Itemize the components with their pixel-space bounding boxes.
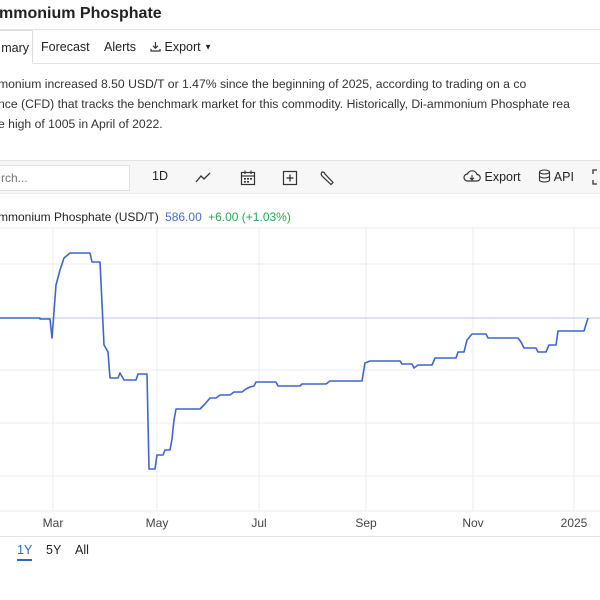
tab-forecast[interactable]: Forecast [41, 40, 90, 54]
search-input[interactable] [0, 165, 130, 191]
legend-price: 586.00 [165, 210, 202, 224]
price-chart[interactable]: Mar May Jul Sep Nov 2025 [0, 194, 600, 534]
range-selector: 1Y 5Y All [0, 536, 600, 564]
description-line-3: e high of 1005 in April of 2022. [0, 117, 163, 131]
x-axis-label: May [146, 516, 169, 530]
description-line-1: monium increased 8.50 USD/T or 1.47% sin… [0, 77, 527, 91]
x-axis-label: Nov [462, 516, 483, 530]
api-label: API [553, 170, 574, 184]
cloud-download-icon [463, 170, 481, 182]
page-title: mmonium Phosphate [0, 5, 162, 22]
caret-down-icon: ▼ [204, 42, 213, 52]
legend-series-name: mmonium Phosphate (USD/T) [0, 210, 159, 224]
title-bar: mmonium Phosphate [0, 0, 600, 30]
tab-bar: mary Forecast Alerts Export ▼ [0, 30, 600, 64]
chart-legend: mmonium Phosphate (USD/T) 586.00 +6.00 (… [0, 210, 291, 224]
chart-toolbar: 1D Export API [0, 160, 600, 194]
description: monium increased 8.50 USD/T or 1.47% sin… [0, 74, 600, 134]
x-axis-label: Mar [43, 516, 64, 530]
description-line-2: nce (CFD) that tracks the benchmark mark… [0, 97, 570, 111]
api-button[interactable]: API [538, 169, 574, 184]
tab-alerts[interactable]: Alerts [104, 40, 136, 54]
chart-export-label: Export [484, 170, 521, 184]
tab-export-label: Export [164, 40, 201, 54]
x-axis-label: Sep [355, 516, 377, 530]
database-icon [538, 169, 551, 183]
tab-export[interactable]: Export ▼ [150, 30, 212, 64]
download-icon [150, 42, 161, 52]
fullscreen-icon[interactable] [592, 168, 600, 186]
line-chart-icon[interactable] [194, 169, 212, 187]
price-line-series [0, 252, 589, 470]
wrench-icon[interactable] [318, 169, 336, 187]
x-axis-label: 2025 [561, 516, 588, 530]
range-all-button[interactable]: All [75, 543, 89, 557]
x-axis-label: Jul [251, 516, 266, 530]
legend-change: +6.00 (+1.03%) [208, 210, 291, 224]
tab-summary[interactable]: mary [0, 30, 33, 64]
range-1y-button[interactable]: 1Y [17, 543, 33, 561]
range-5y-button[interactable]: 5Y [46, 543, 62, 557]
plus-box-icon[interactable] [281, 169, 299, 187]
chart-export-button[interactable]: Export [463, 169, 521, 184]
timeframe-button[interactable]: 1D [152, 169, 168, 183]
calendar-icon[interactable] [239, 169, 257, 187]
